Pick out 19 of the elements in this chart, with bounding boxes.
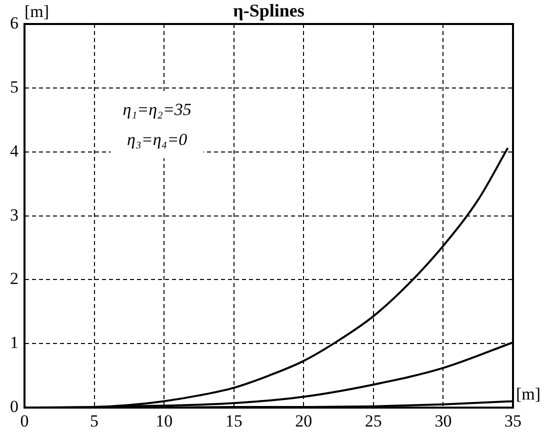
y-tick-label: 0 — [10, 397, 18, 416]
y-tick-label: 4 — [10, 141, 19, 160]
x-tick-label: 25 — [364, 411, 382, 430]
y-tick-label: 2 — [10, 269, 18, 288]
chart-title: η-Splines — [233, 0, 304, 21]
y-axis-title: [m] — [24, 2, 50, 21]
y-tick-label: 5 — [10, 77, 18, 96]
annotation: η₃=η₄=0 — [127, 130, 188, 149]
x-tick-label: 10 — [156, 411, 173, 430]
y-tick-label: 3 — [10, 205, 18, 224]
x-tick-label: 15 — [225, 411, 242, 430]
x-tick-label: 5 — [90, 411, 99, 430]
x-tick-label: 30 — [434, 411, 452, 430]
x-tick-label: 35 — [504, 411, 522, 430]
x-tick-label: 20 — [295, 411, 312, 430]
x-axis-title: [m] — [516, 384, 541, 404]
annotation: η₁=η₂=35 — [122, 100, 192, 119]
y-tick-label: 6 — [10, 13, 18, 32]
y-tick-label: 1 — [10, 333, 18, 352]
